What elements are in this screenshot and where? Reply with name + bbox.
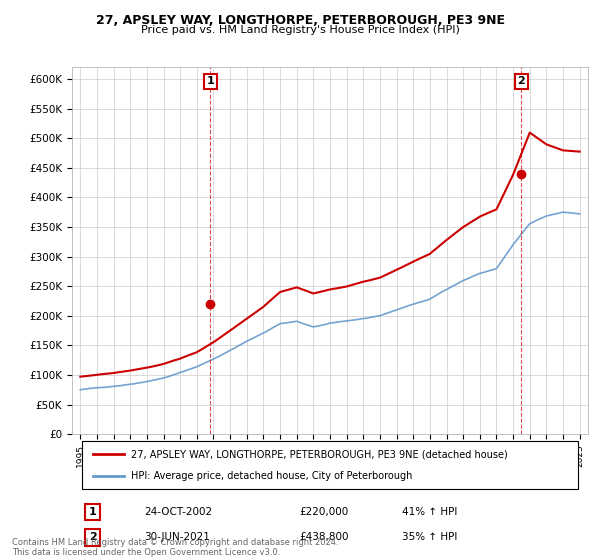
Text: 1: 1: [206, 76, 214, 86]
Text: 1: 1: [89, 507, 97, 517]
Text: 35% ↑ HPI: 35% ↑ HPI: [402, 533, 458, 542]
Text: 24-OCT-2002: 24-OCT-2002: [144, 507, 212, 517]
Text: £220,000: £220,000: [299, 507, 348, 517]
Text: 41% ↑ HPI: 41% ↑ HPI: [402, 507, 458, 517]
Text: 2: 2: [518, 76, 525, 86]
FancyBboxPatch shape: [82, 441, 578, 489]
Text: Contains HM Land Registry data © Crown copyright and database right 2024.
This d: Contains HM Land Registry data © Crown c…: [12, 538, 338, 557]
Text: 27, APSLEY WAY, LONGTHORPE, PETERBOROUGH, PE3 9NE (detached house): 27, APSLEY WAY, LONGTHORPE, PETERBOROUGH…: [131, 450, 508, 460]
Text: £438,800: £438,800: [299, 533, 349, 542]
Text: 27, APSLEY WAY, LONGTHORPE, PETERBOROUGH, PE3 9NE: 27, APSLEY WAY, LONGTHORPE, PETERBOROUGH…: [95, 14, 505, 27]
Text: HPI: Average price, detached house, City of Peterborough: HPI: Average price, detached house, City…: [131, 471, 413, 480]
Text: Price paid vs. HM Land Registry's House Price Index (HPI): Price paid vs. HM Land Registry's House …: [140, 25, 460, 35]
Text: 30-JUN-2021: 30-JUN-2021: [144, 533, 210, 542]
Text: 2: 2: [89, 533, 97, 542]
